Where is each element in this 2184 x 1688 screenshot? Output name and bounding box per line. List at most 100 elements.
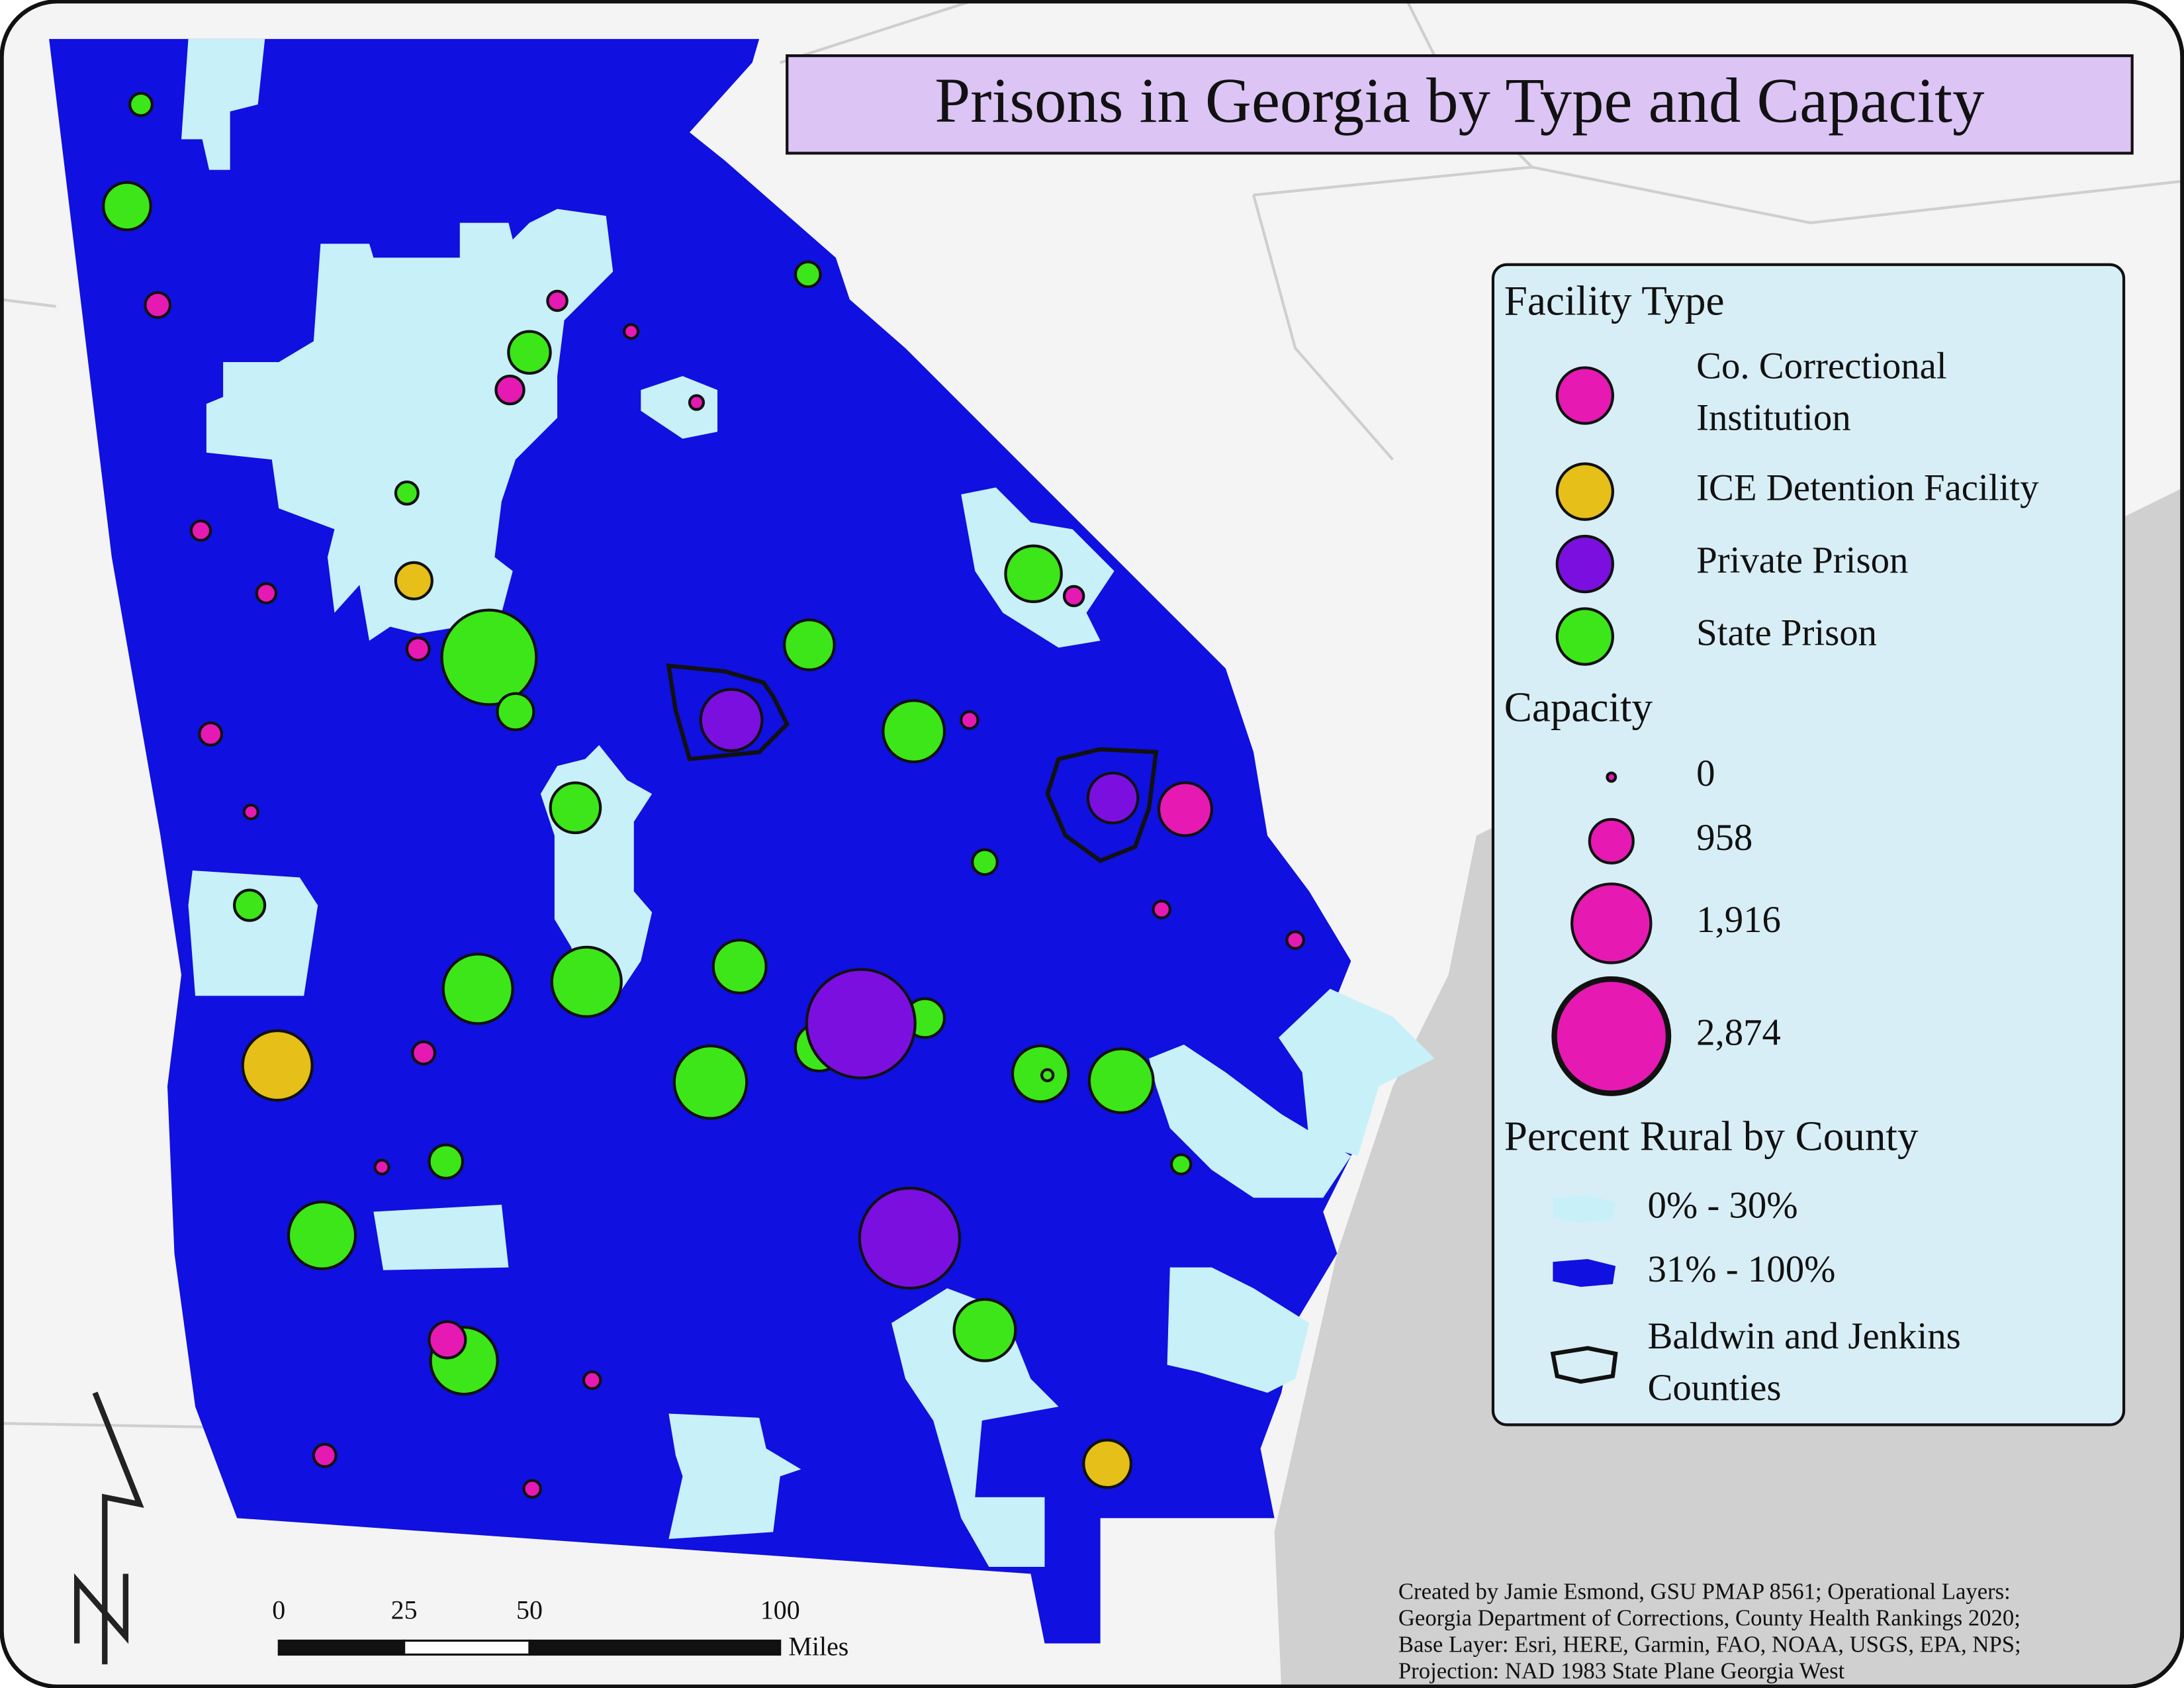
facility	[582, 1370, 602, 1390]
capacity-swatch	[1570, 882, 1653, 964]
facility	[882, 699, 946, 764]
rural-label: 31% - 100%	[1647, 1248, 1835, 1290]
outline-label: Baldwin and Jenkins	[1647, 1315, 1960, 1357]
facility	[394, 561, 433, 600]
facility	[507, 330, 552, 375]
facility	[1087, 1047, 1155, 1115]
scale-segment	[528, 1639, 782, 1656]
scale-label: 50	[516, 1595, 543, 1625]
legend-label: Private Prison	[1696, 539, 1908, 581]
legend-box	[1491, 263, 2126, 1427]
scale-unit: Miles	[788, 1631, 848, 1661]
facility	[1152, 900, 1172, 919]
urban-county-area	[1167, 1267, 1310, 1393]
facility	[102, 181, 152, 232]
facility	[1040, 1068, 1055, 1082]
facility	[1011, 1044, 1070, 1103]
facility	[1082, 1438, 1133, 1489]
facility	[241, 1029, 314, 1102]
rural-label: 0% - 30%	[1647, 1184, 1797, 1226]
credits: Base Layer: Esri, HERE, Garmin, FAO, NOA…	[1398, 1631, 2021, 1657]
urban-county-area	[891, 1288, 1059, 1567]
outline-label: Counties	[1647, 1367, 1781, 1409]
legend-label: ICE Detention Facility	[1696, 467, 2039, 509]
facility	[794, 260, 822, 289]
title-box	[786, 54, 2134, 155]
facility	[496, 692, 535, 731]
facility	[373, 1158, 390, 1176]
facility	[1169, 1153, 1193, 1176]
legend-heading: Facility Type	[1504, 277, 1725, 324]
credits: Created by Jamie Esmond, GSU PMAP 8561; …	[1398, 1578, 2011, 1604]
facility	[858, 1186, 962, 1290]
facility	[623, 323, 640, 340]
credits: Georgia Department of Corrections, Count…	[1398, 1605, 2021, 1630]
facility	[440, 608, 538, 706]
facility	[441, 953, 514, 1025]
facility	[1285, 930, 1305, 950]
north-arrow	[74, 1391, 144, 1665]
county-outline	[666, 663, 790, 762]
capacity-swatch	[1551, 976, 1672, 1096]
capacity-swatch	[1606, 771, 1617, 783]
facility	[232, 888, 267, 922]
facility	[805, 968, 917, 1080]
county-outline	[1045, 747, 1159, 863]
capacity-label: 958	[1696, 817, 1752, 859]
facility	[312, 1442, 338, 1468]
capacity-label: 1,916	[1696, 899, 1781, 941]
facility	[1086, 771, 1140, 825]
legend-heading: Percent Rural by County	[1504, 1113, 1919, 1160]
legend-swatch	[1555, 462, 1614, 521]
legend-label: State Prison	[1696, 612, 1877, 654]
urban-county-area	[188, 870, 318, 996]
facility	[189, 519, 212, 542]
facility	[287, 1200, 357, 1270]
facility	[428, 1320, 467, 1360]
facility	[428, 1143, 465, 1180]
scale-label: 0	[272, 1595, 285, 1625]
georgia-counties	[49, 38, 1435, 1644]
credits: Projection: NAD 1983 State Plane Georgia…	[1398, 1658, 1845, 1683]
facility	[546, 289, 569, 312]
facility	[688, 394, 705, 411]
facility	[144, 291, 172, 319]
facility	[672, 1044, 749, 1120]
facility	[1157, 781, 1214, 837]
capacity-swatch	[1588, 818, 1635, 865]
scale-label: 25	[391, 1595, 418, 1625]
facility	[394, 480, 420, 506]
facility	[952, 1297, 1017, 1362]
facility	[494, 374, 525, 406]
legend-label: Co. Correctional	[1696, 346, 1947, 387]
scale-segment	[403, 1639, 531, 1656]
facility	[242, 804, 259, 821]
facility	[128, 91, 154, 117]
urban-county-area	[1278, 988, 1435, 1156]
legend-swatch	[1555, 607, 1614, 666]
facility	[255, 582, 278, 605]
facility	[699, 688, 764, 753]
facility	[1004, 544, 1063, 604]
facility	[783, 618, 836, 671]
legend-swatch	[1555, 534, 1614, 594]
facility	[549, 781, 602, 835]
map-title: Prisons in Georgia by Type and Capacity	[934, 65, 1984, 136]
urban-county-area	[668, 1413, 801, 1539]
facility	[550, 945, 623, 1018]
facility	[522, 1479, 543, 1499]
urban-county-area	[373, 1204, 509, 1270]
legend-label: Institution	[1696, 397, 1851, 438]
urban-county-area	[181, 38, 265, 170]
facility	[1062, 585, 1085, 608]
capacity-label: 2,874	[1696, 1011, 1781, 1053]
facility	[711, 939, 768, 995]
rural-swatch	[1553, 1258, 1616, 1288]
rural-swatch	[1553, 1195, 1616, 1223]
scale-segment	[277, 1639, 406, 1656]
facility	[411, 1040, 437, 1066]
outline-swatch	[1550, 1346, 1618, 1384]
facility	[198, 721, 224, 747]
